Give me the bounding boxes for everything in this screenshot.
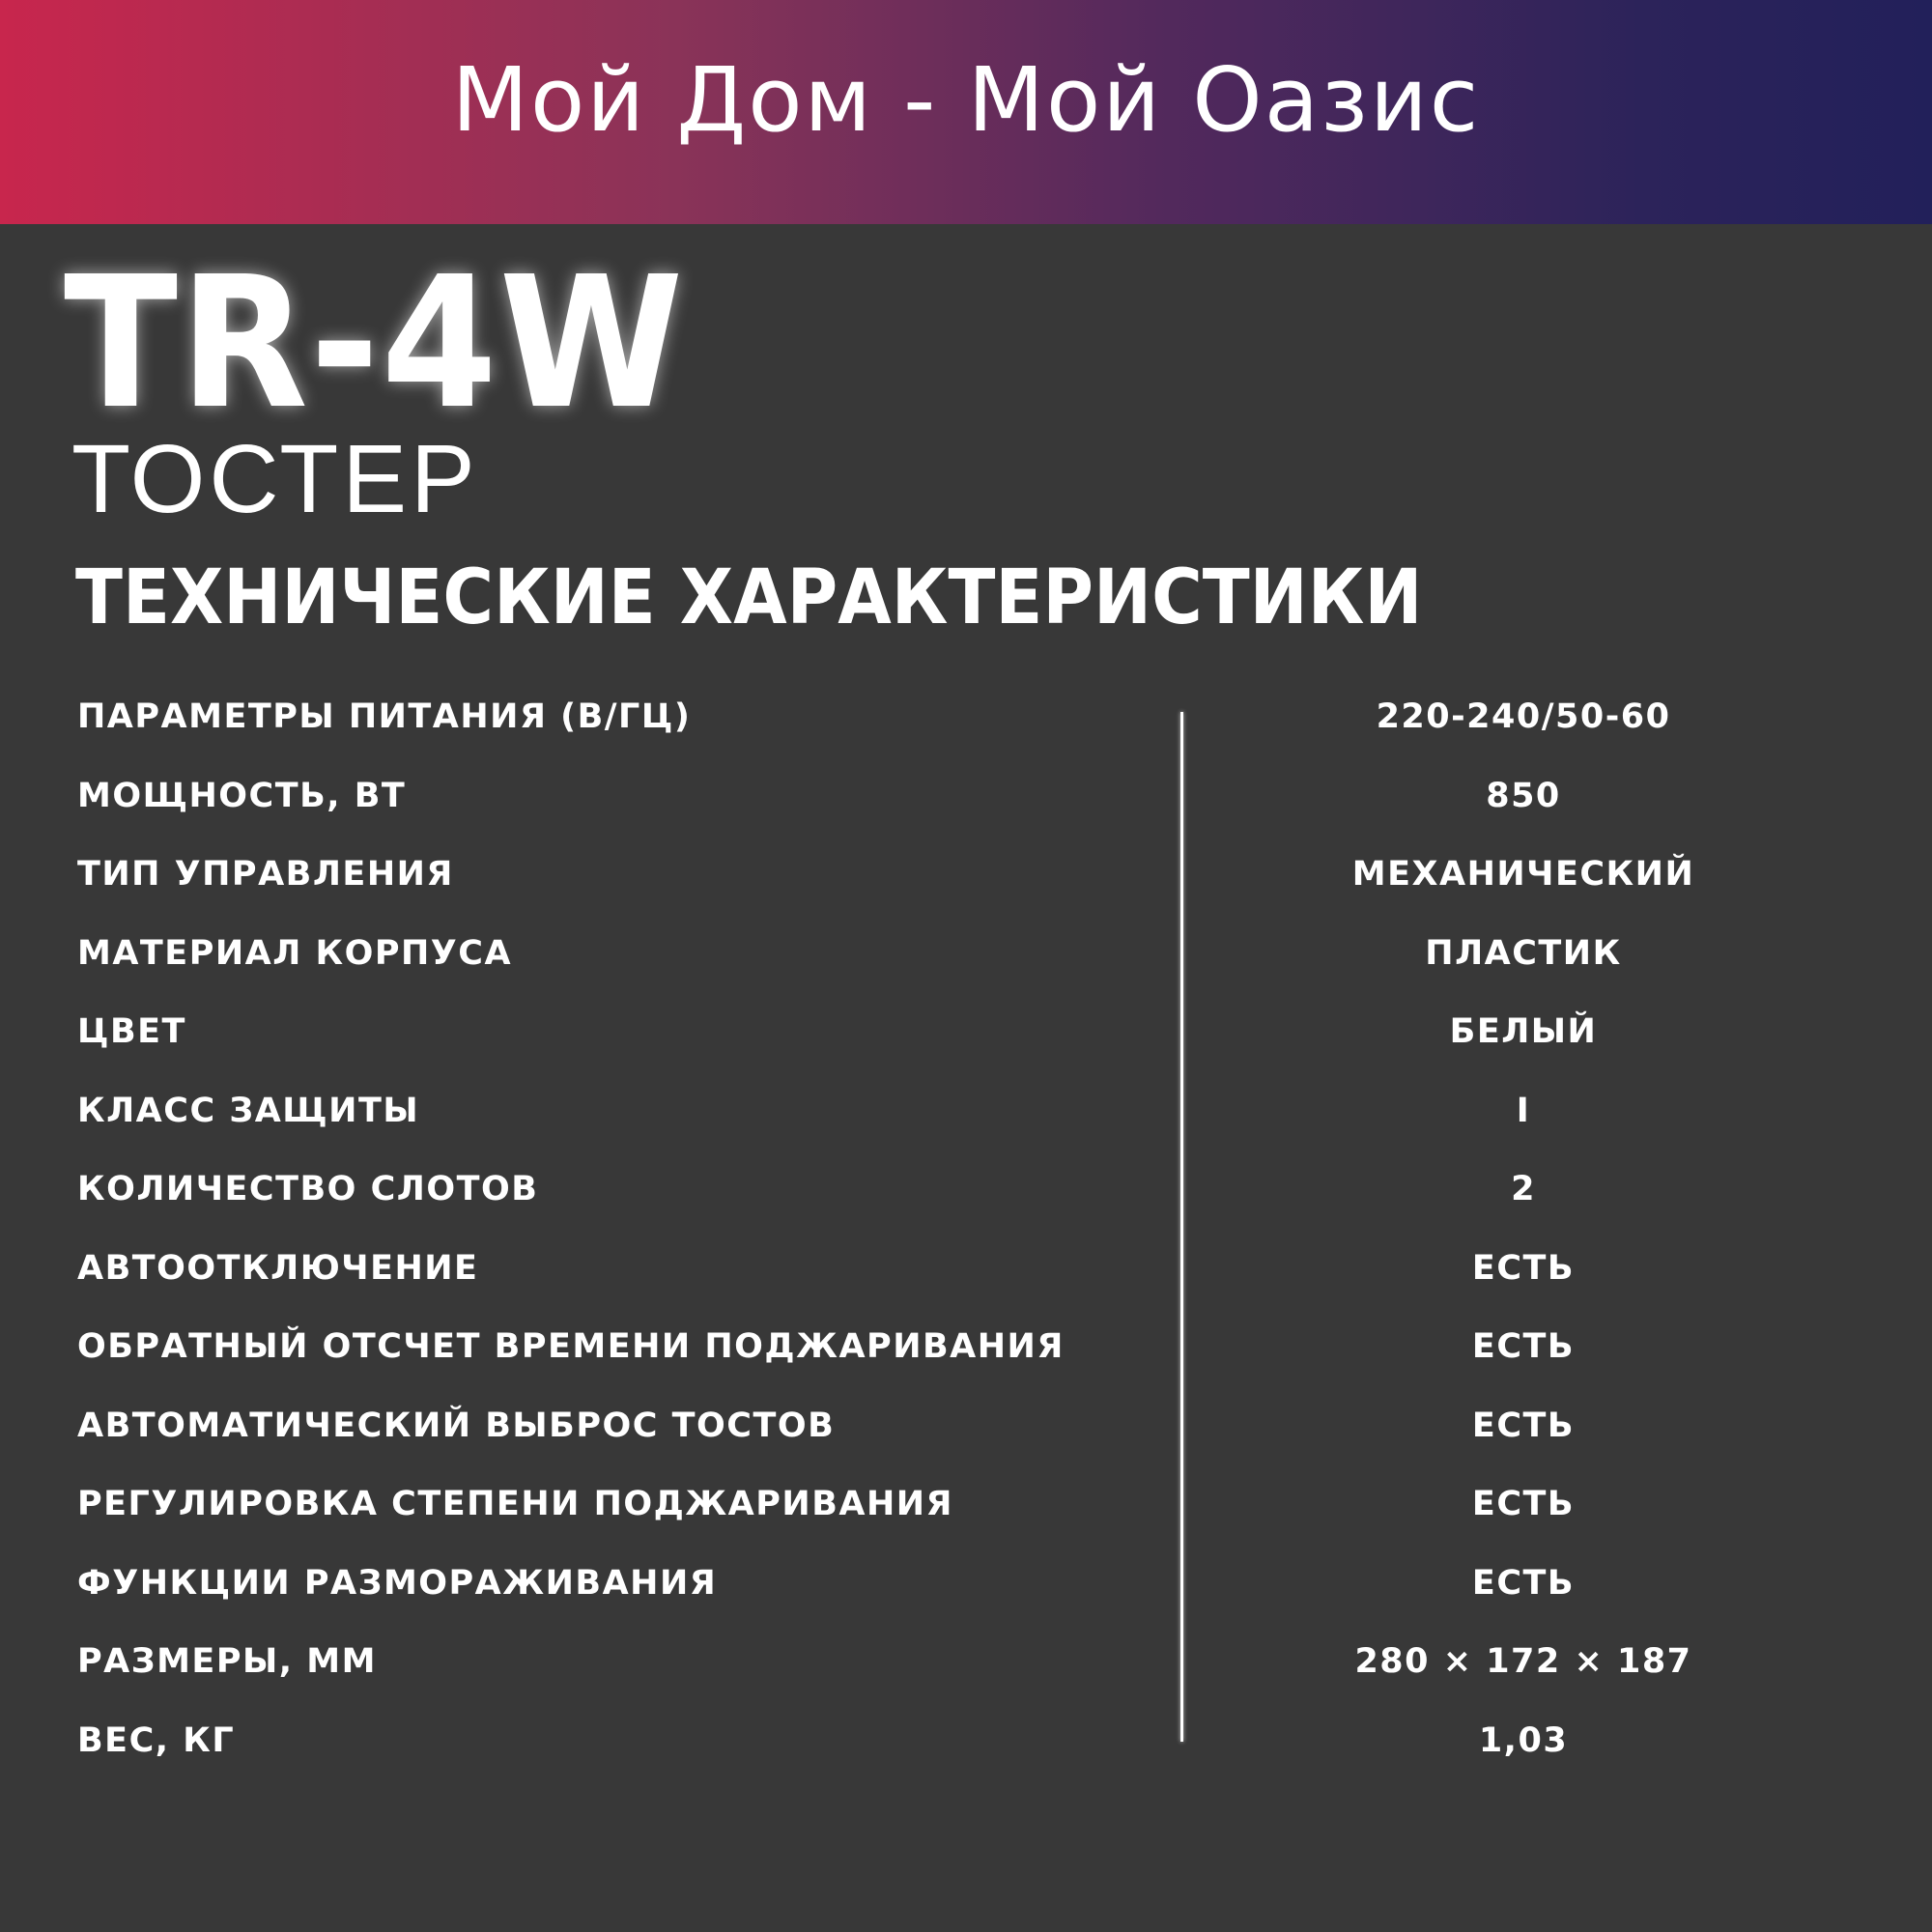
spec-row: МОЩНОСТЬ, ВТ 850: [0, 767, 1932, 846]
spec-value: I: [1516, 1091, 1531, 1130]
spec-label: ОБРАТНЫЙ ОТСЧЕТ ВРЕМЕНИ ПОДЖАРИВАНИЯ: [77, 1327, 1065, 1366]
spec-value: БЕЛЫЙ: [1449, 1012, 1598, 1051]
product-model: TR-4W: [64, 238, 686, 449]
spec-row: ТИП УПРАВЛЕНИЯ МЕХАНИЧЕСКИЙ: [0, 845, 1932, 924]
spec-value: 280 × 172 × 187: [1354, 1642, 1692, 1681]
spec-value: ЕСТЬ: [1471, 1248, 1576, 1288]
spec-value: МЕХАНИЧЕСКИЙ: [1351, 855, 1695, 894]
spec-value: ЕСТЬ: [1471, 1327, 1576, 1366]
spec-value: ЕСТЬ: [1471, 1485, 1576, 1523]
spec-label: ТИП УПРАВЛЕНИЯ: [77, 855, 454, 894]
spec-row: КЛАСС ЗАЩИТЫ I: [0, 1082, 1932, 1161]
spec-row: АВТООТКЛЮЧЕНИЕ ЕСТЬ: [0, 1239, 1932, 1319]
spec-row: КОЛИЧЕСТВО СЛОТОВ 2: [0, 1160, 1932, 1239]
spec-row: ПАРАМЕТРЫ ПИТАНИЯ (В/ГЦ) 220-240/50-60: [0, 688, 1932, 767]
spec-label: ЦВЕТ: [77, 1012, 186, 1051]
spec-value: 850: [1486, 776, 1561, 815]
spec-row: ЦВЕТ БЕЛЫЙ: [0, 1003, 1932, 1082]
spec-label: РЕГУЛИРОВКА СТЕПЕНИ ПОДЖАРИВАНИЯ: [77, 1485, 954, 1523]
spec-label: ПАРАМЕТРЫ ПИТАНИЯ (В/ГЦ): [77, 697, 692, 736]
spec-value: ПЛАСТИК: [1425, 933, 1622, 973]
spec-label: КЛАСС ЗАЩИТЫ: [77, 1091, 420, 1130]
spec-label: КОЛИЧЕСТВО СЛОТОВ: [77, 1170, 539, 1208]
spec-label: ВЕС, КГ: [77, 1720, 236, 1760]
spec-row: АВТОМАТИЧЕСКИЙ ВЫБРОС ТОСТОВ ЕСТЬ: [0, 1397, 1932, 1476]
spec-value: 1,03: [1478, 1720, 1569, 1760]
spec-row: ВЕС, КГ 1,03: [0, 1712, 1932, 1791]
spec-label: АВТООТКЛЮЧЕНИЕ: [77, 1248, 479, 1288]
spec-label: ФУНКЦИИ РАЗМОРАЖИВАНИЯ: [77, 1563, 718, 1603]
spec-value: ЕСТЬ: [1471, 1406, 1576, 1445]
column-divider: [1180, 712, 1183, 1742]
spec-row: ФУНКЦИИ РАЗМОРАЖИВАНИЯ ЕСТЬ: [0, 1554, 1932, 1634]
spec-row: МАТЕРИАЛ КОРПУСА ПЛАСТИК: [0, 924, 1932, 1004]
spec-label: МАТЕРИАЛ КОРПУСА: [77, 933, 513, 973]
spec-row: ОБРАТНЫЙ ОТСЧЕТ ВРЕМЕНИ ПОДЖАРИВАНИЯ ЕСТЬ: [0, 1318, 1932, 1397]
brand-slogan: Мой Дом - Мой Оазис: [451, 48, 1481, 152]
spec-label: АВТОМАТИЧЕСКИЙ ВЫБРОС ТОСТОВ: [77, 1406, 836, 1445]
spec-row: РЕГУЛИРОВКА СТЕПЕНИ ПОДЖАРИВАНИЯ ЕСТЬ: [0, 1475, 1932, 1554]
specs-table: ПАРАМЕТРЫ ПИТАНИЯ (В/ГЦ) 220-240/50-60 МОЩ…: [0, 688, 1932, 1790]
spec-label: МОЩНОСТЬ, ВТ: [77, 776, 407, 815]
spec-value: 220-240/50-60: [1376, 697, 1671, 736]
product-type: ТОСТЕР: [71, 425, 479, 533]
spec-value: 2: [1511, 1170, 1536, 1208]
header-banner: Мой Дом - Мой Оазис: [0, 0, 1932, 224]
spec-row: РАЗМЕРЫ, ММ 280 × 172 × 187: [0, 1633, 1932, 1712]
spec-label: РАЗМЕРЫ, ММ: [77, 1642, 377, 1681]
specs-title: ТЕХНИЧЕСКИЕ ХАРАКТЕРИСТИКИ: [75, 554, 1423, 641]
spec-value: ЕСТЬ: [1471, 1563, 1576, 1603]
